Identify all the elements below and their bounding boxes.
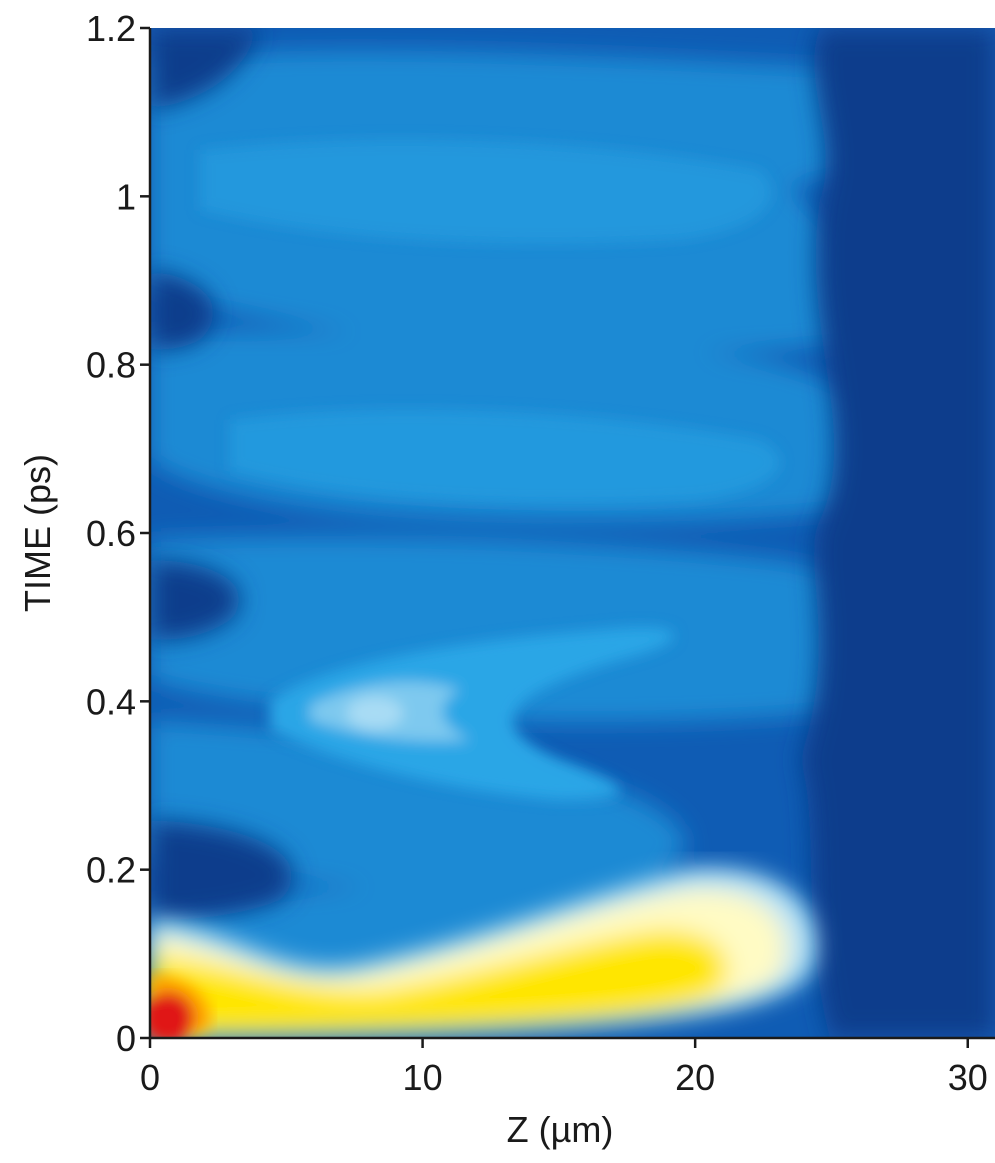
x-tick-label: 0 xyxy=(140,1057,160,1098)
y-tick-label: 0 xyxy=(116,1018,136,1059)
heatmap-light-band-07 xyxy=(230,409,780,504)
y-tick-label: 0.4 xyxy=(86,681,136,722)
heatmap-yellow xyxy=(150,930,728,1036)
heatmap-dark-right xyxy=(800,28,995,1038)
y-tick-label: 0.6 xyxy=(86,513,136,554)
heatmap-dark-top-left xyxy=(150,28,260,110)
heatmap-light-band-1 xyxy=(200,139,772,244)
heatmap-lobe-03ps xyxy=(150,720,685,891)
x-tick-label: 20 xyxy=(675,1057,715,1098)
x-axis-title: Z (µm) xyxy=(507,1109,614,1150)
heatmap-field xyxy=(150,28,995,1038)
y-tick-label: 1 xyxy=(116,176,136,217)
y-axis-title: TIME (ps) xyxy=(17,454,58,612)
x-axis-ticks: 0 10 20 30 xyxy=(140,1038,988,1098)
heatmap-red-spot xyxy=(150,992,194,1038)
heatmap-dark-left-02 xyxy=(150,820,293,920)
y-tick-label: 0.2 xyxy=(86,850,136,891)
x-tick-label: 30 xyxy=(948,1057,988,1098)
y-axis-ticks: 0 0.2 0.4 0.6 0.8 1 1.2 xyxy=(86,8,150,1059)
x-tick-label: 10 xyxy=(403,1057,443,1098)
heatmap-light-spot-04 xyxy=(347,697,403,729)
axes: 0 10 20 30 0 0.2 0.4 0.6 0.8 1 1.2 xyxy=(86,8,995,1098)
heatmap-light-core-04 xyxy=(270,627,675,800)
heatmap-dark-left-05 xyxy=(150,560,241,640)
heatmap-dark-left-08 xyxy=(150,270,214,350)
y-tick-label: 1.2 xyxy=(86,8,136,49)
y-tick-label: 0.8 xyxy=(86,345,136,386)
